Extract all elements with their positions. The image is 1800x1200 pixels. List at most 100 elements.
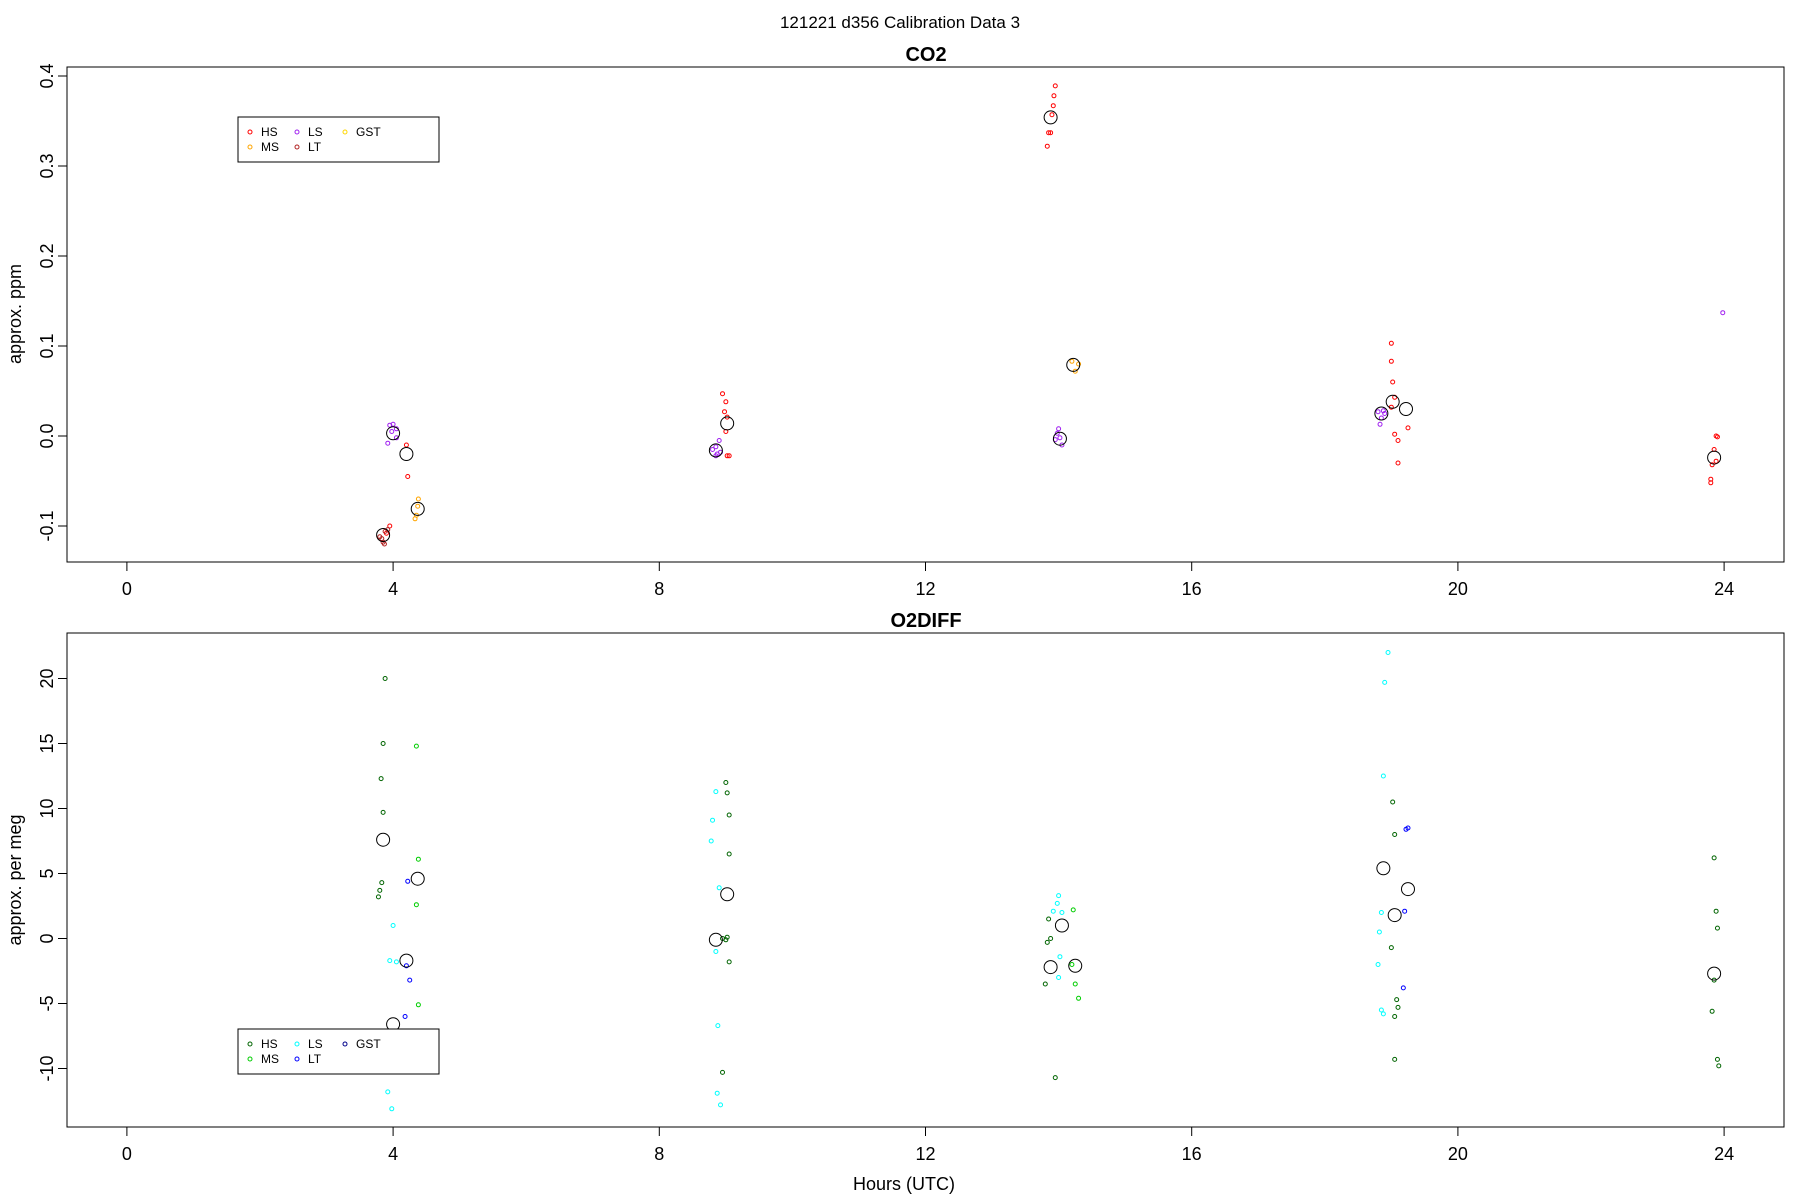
o2diff-point-ms [413, 902, 419, 908]
o2diff-point-hs [1394, 997, 1400, 1003]
co2-point-ms [1069, 358, 1075, 364]
o2diff-point-ls [1375, 962, 1381, 967]
co2-point-ls [710, 447, 716, 452]
co2-point-ls [713, 453, 719, 459]
o2diff-x-tick-label: 4 [388, 1144, 398, 1164]
o2diff-x-tick-label: 12 [915, 1144, 935, 1164]
o2diff-mean-marker [1387, 908, 1402, 923]
o2diff-point-hs [380, 809, 386, 815]
o2diff-point-hs [379, 880, 385, 886]
co2-point-hs [1713, 458, 1719, 464]
co2-point-hs [1388, 340, 1394, 346]
co2-point-hs [405, 474, 411, 479]
o2diff-mean-marker [1068, 958, 1083, 973]
o2diff-legend-label-gst: GST [356, 1037, 381, 1051]
o2diff-legend-label-hs: HS [261, 1037, 278, 1051]
co2-mean-marker [1043, 110, 1058, 125]
co2-legend-label-lt: LT [308, 140, 322, 154]
co2-point-ls [1380, 408, 1386, 414]
co2-x-tick-label: 0 [122, 579, 132, 599]
co2-x-tick-label: 12 [915, 579, 935, 599]
co2-y-axis-label: approx. ppm [5, 264, 25, 364]
o2diff-point-ls [393, 959, 399, 965]
co2-mean-marker [1052, 431, 1067, 446]
o2diff-point-ls [1376, 929, 1382, 935]
co2-panel: CO2 approx. ppm 0 4 8 12 16 20 24 -0.1 0.0 0.1 0.2… [5, 44, 1785, 599]
o2diff-point-hs [1714, 1056, 1720, 1062]
o2diff-point-hs [1716, 1063, 1722, 1069]
o2diff-point-hs [1709, 1008, 1715, 1014]
co2-mean-marker [1707, 450, 1722, 465]
o2diff-point-hs [1046, 916, 1052, 922]
co2-mean-marker [399, 447, 414, 461]
co2-point-hs [1388, 358, 1394, 364]
o2diff-point-ls [718, 1102, 724, 1108]
co2-y-tick-label: 0.4 [37, 63, 57, 88]
o2diff-y-tick-label: 10 [37, 798, 57, 818]
o2diff-point-ls [387, 958, 393, 964]
co2-y-tick-label: -0.1 [37, 510, 57, 541]
co2-mean-marker [1398, 402, 1413, 416]
co2-point-ls [385, 440, 391, 446]
co2-point-ls [1057, 435, 1063, 441]
o2diff-point-hs [1711, 855, 1717, 861]
co2-y-tick-label: 0.2 [37, 243, 57, 268]
co2-mean-marker [386, 426, 401, 441]
o2diff-mean-marker [399, 953, 414, 968]
co2-points [376, 83, 1726, 547]
o2diff-point-ls [389, 1106, 395, 1112]
o2diff-point-ls [708, 838, 714, 844]
o2diff-point-hs [1713, 908, 1719, 914]
o2diff-legend-label-ls: LS [308, 1037, 323, 1051]
o2diff-mean-marker [1054, 918, 1069, 933]
co2-point-hs [724, 453, 730, 459]
o2diff-point-lt [1400, 985, 1406, 991]
o2diff-point-hs [726, 812, 732, 818]
co2-point-hs [1405, 425, 1411, 431]
o2diff-y-tick-label: 20 [37, 668, 57, 688]
o2diff-panel-title: O2DIFF [890, 610, 961, 632]
co2-point-hs [1049, 112, 1055, 118]
co2-point-ls [1056, 426, 1062, 432]
co2-mean-marker [1385, 394, 1400, 409]
co2-legend-marker-ms [247, 144, 253, 150]
o2diff-legend-marker-hs [247, 1041, 253, 1047]
o2diff-mean-marker [1043, 960, 1058, 975]
co2-x-tick-label: 24 [1714, 579, 1734, 599]
co2-panel-title: CO2 [905, 44, 946, 66]
co2-point-hs [1714, 434, 1720, 440]
o2diff-legend-marker-gst [342, 1041, 348, 1047]
co2-point-lt [381, 541, 387, 547]
co2-legend-label-gst: GST [356, 125, 381, 139]
o2diff-point-ls [1378, 910, 1384, 915]
o2diff-point-ls [1056, 893, 1062, 899]
o2diff-point-lt [403, 963, 409, 969]
o2diff-point-ls [1056, 975, 1062, 980]
o2diff-point-hs [1048, 936, 1054, 941]
o2diff-point-hs [723, 780, 729, 785]
o2diff-point-hs [724, 934, 730, 940]
co2-point-hs [1051, 93, 1057, 99]
co2-mean-marker [1066, 357, 1081, 372]
o2diff-point-hs [724, 790, 730, 796]
co2-point-hs [387, 523, 393, 529]
o2diff-point-hs [378, 776, 384, 782]
o2diff-point-lt [1405, 825, 1411, 831]
o2diff-legend-marker-ms [247, 1056, 253, 1062]
o2diff-x-tick-label: 24 [1714, 1144, 1734, 1164]
o2diff-point-ls [710, 817, 716, 823]
co2-point-ls [389, 429, 395, 434]
co2-axes: 0 4 8 12 16 20 24 -0.1 0.0 0.1 0.2 0.3 0.4 [37, 63, 1734, 599]
co2-y-tick-label: 0.0 [37, 423, 57, 448]
co2-point-ls [1377, 421, 1383, 427]
co2-point-hs [1395, 460, 1401, 466]
o2diff-legend-box [237, 1028, 440, 1075]
o2diff-y-tick-label: 5 [37, 868, 57, 878]
co2-point-ls [716, 438, 722, 443]
co2-point-ls [1720, 310, 1726, 316]
o2diff-point-ls [713, 949, 719, 954]
co2-legend-marker-hs [247, 129, 253, 135]
co2-point-ls [1382, 411, 1388, 416]
o2diff-x-tick-label: 20 [1448, 1144, 1468, 1164]
